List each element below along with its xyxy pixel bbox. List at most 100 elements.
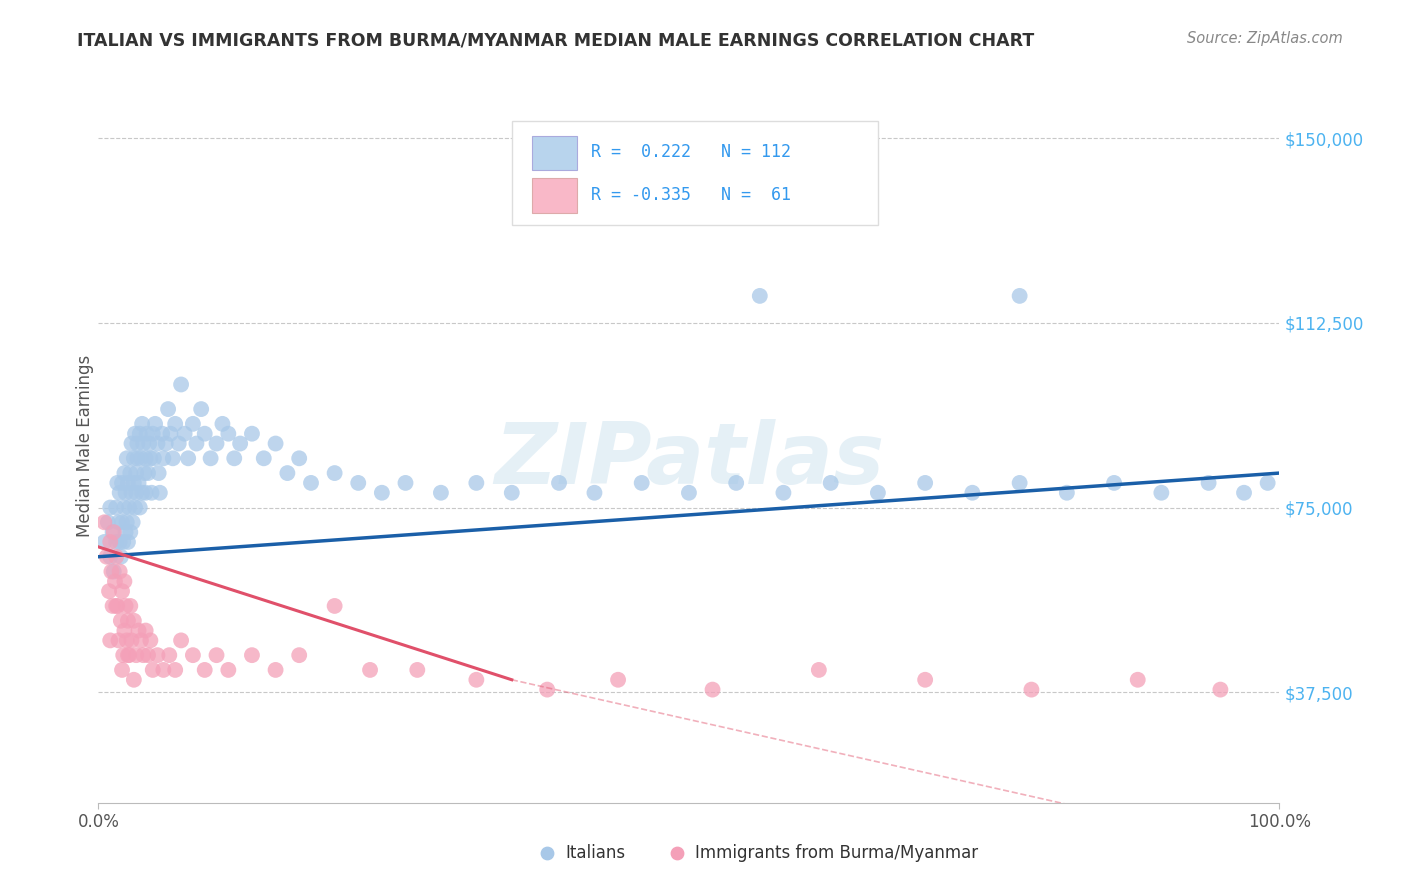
Point [124, 426, 146, 441]
Point [127, 436, 149, 450]
Point [155, 436, 177, 450]
Point [108, 565, 131, 579]
Point [1008, 289, 1031, 303]
Point [93, 535, 115, 549]
Point [105, 599, 128, 613]
Point [96, 549, 118, 564]
Point [135, 624, 157, 638]
Point [217, 663, 239, 677]
Point [1257, 475, 1279, 490]
Point [1233, 485, 1256, 500]
Point [170, 377, 193, 392]
Point [772, 485, 794, 500]
Point [1126, 673, 1149, 687]
Point [748, 289, 770, 303]
Point [205, 648, 228, 662]
Point [139, 633, 162, 648]
Y-axis label: Median Male Earnings: Median Male Earnings [76, 355, 94, 537]
Point [118, 500, 141, 515]
Point [117, 614, 139, 628]
Point [132, 436, 155, 450]
Point [264, 436, 287, 450]
Point [142, 426, 165, 441]
Point [111, 584, 134, 599]
Point [134, 466, 156, 480]
Point [125, 466, 148, 480]
Point [159, 426, 181, 441]
Point [118, 648, 141, 662]
Point [117, 648, 139, 662]
Point [115, 633, 138, 648]
Text: R =  0.222   N = 112: R = 0.222 N = 112 [591, 143, 792, 161]
Point [914, 673, 936, 687]
Point [114, 485, 136, 500]
Point [135, 485, 157, 500]
Point [112, 535, 135, 549]
Point [205, 436, 228, 450]
Point [666, 870, 689, 884]
Point [1008, 475, 1031, 490]
Point [264, 663, 287, 677]
Point [501, 485, 523, 500]
Point [128, 624, 150, 638]
Point [630, 475, 652, 490]
Point [115, 451, 138, 466]
Point [807, 663, 830, 677]
Point [120, 525, 142, 540]
Point [186, 436, 208, 450]
Point [111, 663, 134, 677]
Point [128, 475, 150, 490]
Point [112, 574, 135, 589]
Point [146, 436, 169, 450]
Point [143, 417, 166, 431]
Point [536, 870, 558, 884]
Point [131, 417, 153, 431]
Point [702, 682, 724, 697]
Point [132, 648, 155, 662]
Point [105, 475, 128, 490]
Point [162, 451, 184, 466]
Point [112, 500, 135, 515]
Point [103, 565, 125, 579]
Point [1198, 475, 1220, 490]
Point [820, 475, 842, 490]
Point [323, 599, 346, 613]
Point [110, 549, 132, 564]
Point [105, 535, 128, 549]
Point [142, 451, 165, 466]
Point [194, 663, 217, 677]
Point [217, 426, 239, 441]
Point [121, 633, 143, 648]
Point [101, 525, 124, 540]
Point [173, 426, 195, 441]
Point [288, 451, 311, 466]
Text: ITALIAN VS IMMIGRANTS FROM BURMA/MYANMAR MEDIAN MALE EARNINGS CORRELATION CHART: ITALIAN VS IMMIGRANTS FROM BURMA/MYANMAR… [77, 31, 1035, 49]
Point [100, 565, 122, 579]
Point [1021, 682, 1043, 697]
Point [371, 485, 394, 500]
Point [122, 475, 145, 490]
Point [129, 451, 152, 466]
Point [101, 599, 124, 613]
Point [120, 466, 142, 480]
Point [465, 673, 488, 687]
Point [128, 426, 150, 441]
FancyBboxPatch shape [512, 121, 877, 225]
Point [117, 535, 139, 549]
Point [157, 648, 180, 662]
Point [288, 648, 311, 662]
Point [165, 417, 187, 431]
Text: Immigrants from Burma/Myanmar: Immigrants from Burma/Myanmar [695, 844, 979, 862]
Point [1150, 485, 1173, 500]
Point [148, 466, 170, 480]
Point [117, 475, 139, 490]
Point [107, 516, 129, 530]
Point [190, 402, 212, 417]
Point [177, 451, 200, 466]
Point [131, 485, 153, 500]
Point [914, 475, 936, 490]
Point [115, 516, 138, 530]
Point [536, 682, 558, 697]
Point [465, 475, 488, 490]
Point [135, 451, 157, 466]
